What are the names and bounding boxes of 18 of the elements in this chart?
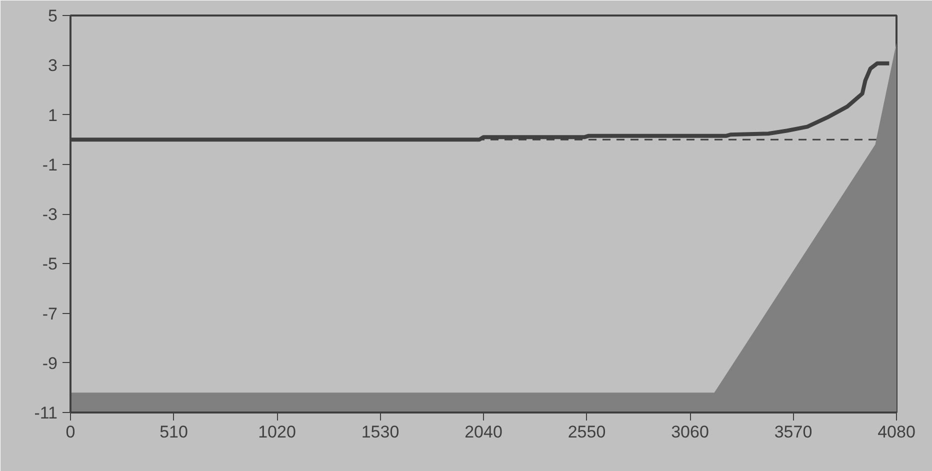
x-tick-label: 1530 [361, 422, 400, 442]
x-tick-label: 4080 [878, 422, 916, 442]
y-tick-label: -11 [34, 404, 58, 422]
y-tick-label: -7 [42, 304, 58, 324]
y-tick-label: -1 [42, 155, 58, 174]
y-tick-label: -5 [42, 254, 58, 274]
y-tick-label: -9 [42, 354, 58, 373]
y-tick-label: 1 [48, 106, 58, 125]
y-tick-label: 5 [48, 6, 58, 26]
x-tick-label: 510 [160, 422, 188, 442]
x-tick-label: 2040 [464, 422, 502, 442]
x-tick-label: 0 [66, 422, 76, 442]
y-tick-label: -3 [42, 205, 58, 224]
x-tick-label: 2550 [568, 422, 606, 442]
x-tick-label: 1020 [258, 422, 296, 442]
x-tick-label: 3060 [671, 422, 709, 442]
y-tick-label: 3 [48, 56, 58, 76]
x-tick-label: 3570 [774, 422, 812, 442]
